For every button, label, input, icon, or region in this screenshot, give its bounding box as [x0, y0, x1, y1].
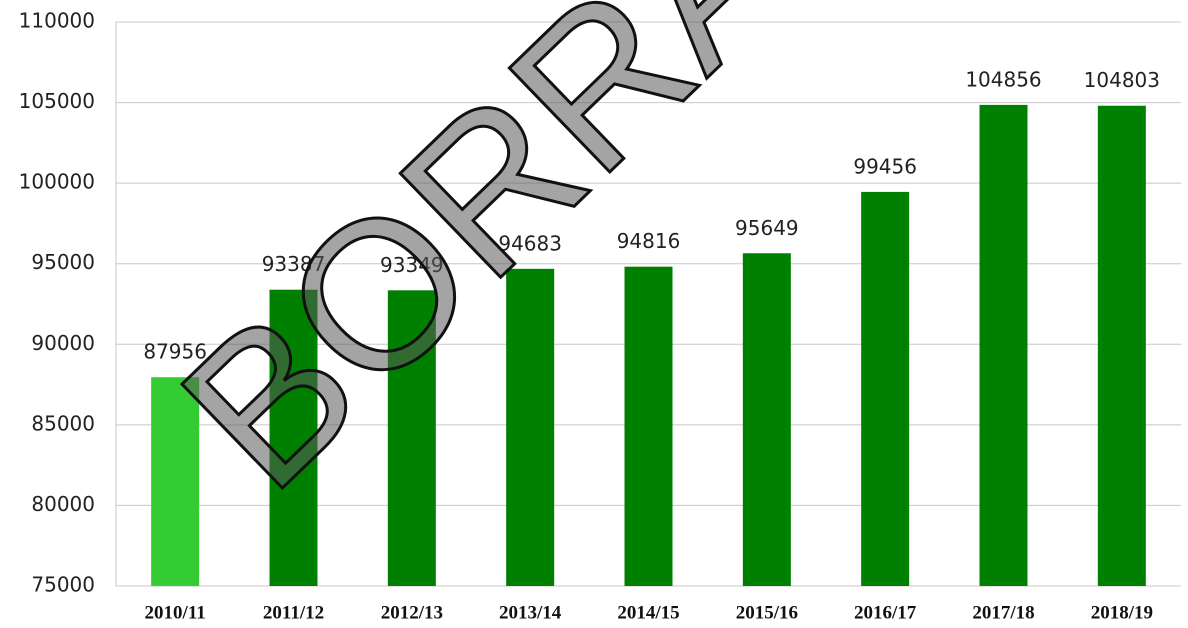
- y-tick-label: 95000: [31, 250, 95, 274]
- data-label: 104856: [965, 67, 1041, 91]
- x-tick-label: 2016/17: [854, 602, 917, 623]
- data-label: 87956: [143, 340, 207, 364]
- x-tick-label: 2015/16: [736, 602, 798, 623]
- y-tick-label: 105000: [19, 89, 95, 113]
- bar: [861, 191, 910, 586]
- y-tick-label: 100000: [19, 170, 95, 194]
- y-tick-label: 80000: [31, 492, 95, 516]
- bar: [1097, 105, 1146, 586]
- y-tick-label: 75000: [31, 573, 95, 597]
- x-tick-label: 2013/14: [499, 602, 562, 623]
- data-label: 93387: [262, 252, 326, 276]
- data-label: 95649: [735, 216, 799, 240]
- bar: [387, 290, 436, 586]
- y-tick-label: 110000: [19, 9, 95, 33]
- data-label: 93349: [380, 253, 444, 277]
- x-tick-label: 2010/11: [145, 602, 206, 623]
- bar: [506, 268, 555, 586]
- x-tick-label: 2011/12: [263, 602, 324, 623]
- bar: [151, 377, 200, 586]
- bar: [624, 266, 673, 586]
- y-tick-label: 90000: [31, 331, 95, 355]
- bar: [269, 289, 318, 586]
- y-tick-label: 85000: [31, 411, 95, 435]
- data-label: 99456: [853, 154, 917, 178]
- bar: [742, 253, 791, 587]
- x-tick-label: 2018/19: [1091, 602, 1153, 623]
- x-tick-label: 2012/13: [381, 602, 443, 623]
- x-tick-label: 2014/15: [617, 602, 679, 623]
- bar: [979, 104, 1028, 587]
- data-label: 94683: [498, 231, 562, 255]
- data-label: 104803: [1084, 68, 1160, 92]
- data-label: 94816: [617, 229, 681, 253]
- x-tick-label: 2017/18: [972, 602, 1034, 623]
